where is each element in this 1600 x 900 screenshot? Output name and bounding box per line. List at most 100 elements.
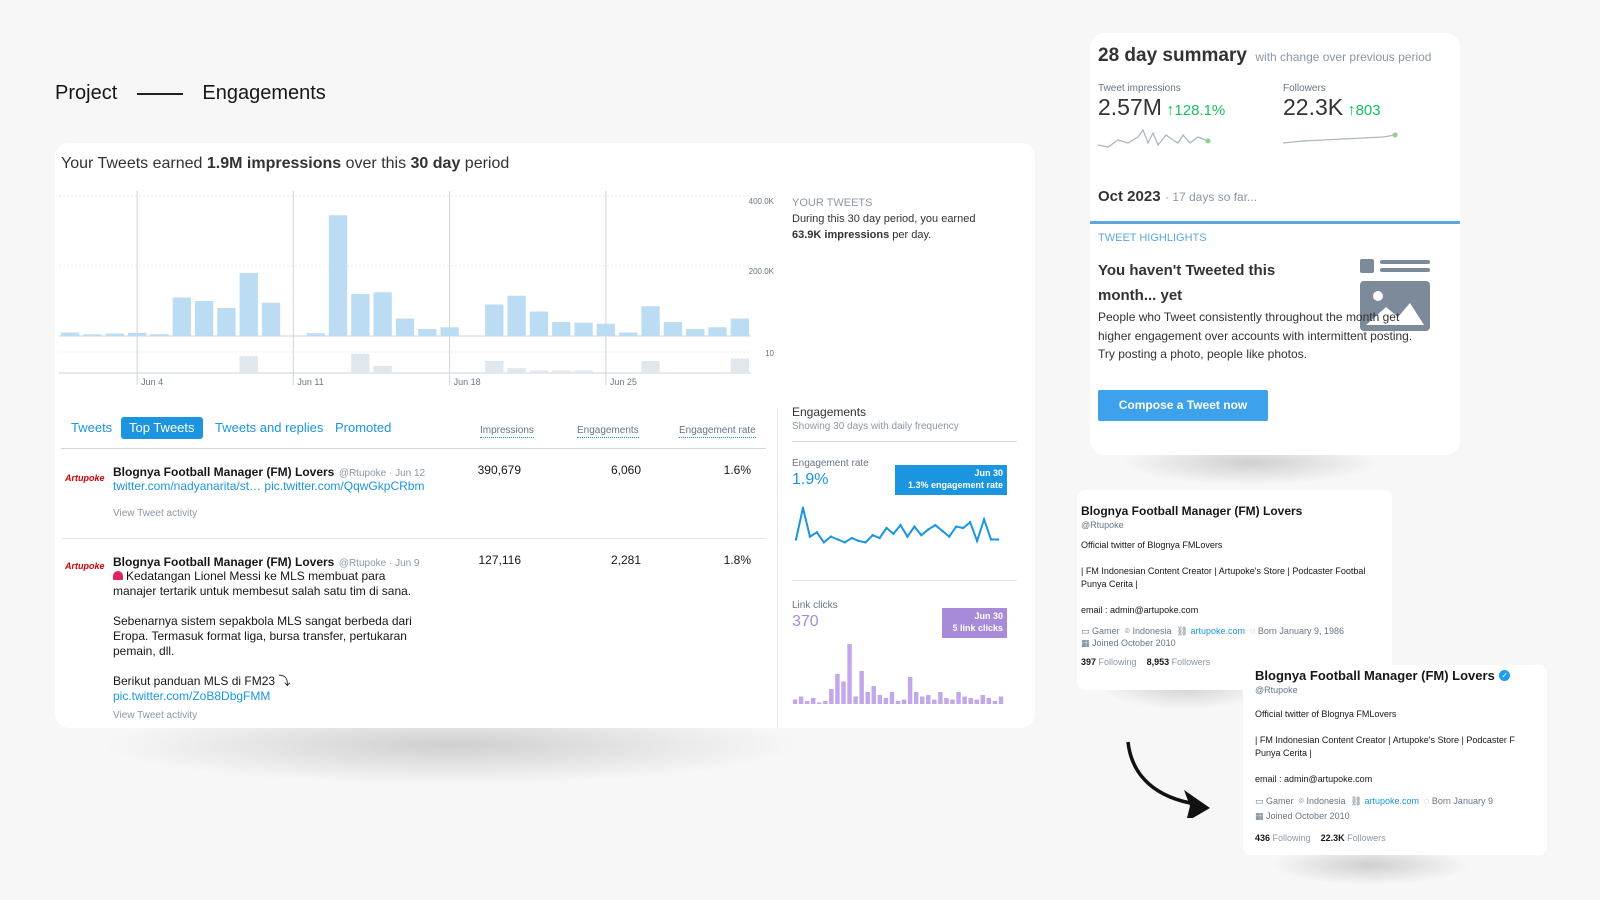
impressions-bar <box>61 332 80 336</box>
tab-tweets[interactable]: Tweets <box>71 420 113 435</box>
tab-tweets-and-replies[interactable]: Tweets and replies <box>215 420 324 435</box>
impressions-bar <box>730 318 749 336</box>
tweet-link[interactable]: twitter.com/nadyanarita/st… <box>113 479 262 493</box>
engagements-subtitle: Showing 30 days with daily frequency <box>792 421 959 432</box>
engagement-rate-point <box>975 539 979 543</box>
highlights-label: TWEET HIGHLIGHTS <box>1098 232 1207 244</box>
tweet-author-name[interactable]: Blognya Football Manager (FM) Lovers <box>113 555 335 569</box>
engagement-rate-point <box>843 541 846 544</box>
impressions-bar <box>708 327 727 336</box>
following-count[interactable]: 397 <box>1081 657 1097 667</box>
profile-name[interactable]: Blognya Football Manager (FM) Lovers <box>1255 668 1495 683</box>
tweet-impressions: 127,116 <box>478 553 522 567</box>
following-count[interactable]: 436 <box>1255 833 1271 843</box>
engagements-bar <box>529 370 549 373</box>
x-tick-label: Jun 25 <box>610 377 637 387</box>
breadcrumb-divider <box>136 92 183 95</box>
impressions-bar <box>574 322 593 336</box>
engagement-rate-point <box>989 538 993 541</box>
y-tick-label: 200.0K <box>749 267 774 276</box>
profile-card-new: Blognya Football Manager (FM) Lovers ✓ @… <box>1243 665 1547 855</box>
link-icon: ⛓ <box>1350 796 1362 806</box>
location-icon: ⌾ <box>1298 796 1304 806</box>
day28-summary-card: 28 day summary with change over previous… <box>1090 33 1460 455</box>
link-icon: ⛓ <box>1176 626 1188 636</box>
arrow-up-icon: ↑ <box>1347 102 1356 119</box>
profile-follow-counts: 397 Following 8,953 Followers <box>1081 657 1211 667</box>
view-activity-link[interactable]: View Tweet activity <box>113 710 198 721</box>
balloon-icon: ◌ <box>1250 626 1256 636</box>
briefcase-icon: ▭ <box>1081 626 1090 636</box>
followers-count[interactable]: 8,953 <box>1146 657 1170 667</box>
tweet-engagements: 2,281 <box>610 553 641 567</box>
impr-value: 2.57M <box>1098 94 1162 120</box>
link-clicks-bar <box>835 674 840 704</box>
impressions-bar <box>686 329 705 336</box>
tweet-tabs: Tweets Top Tweets Tweets and replies Pro… <box>63 417 423 441</box>
engagement-rate-line-chart <box>794 506 1000 544</box>
impressions-bar <box>351 294 370 336</box>
profile-website[interactable]: artupoke.com <box>1190 626 1246 636</box>
engagement-rate-value: 1.9% <box>792 471 829 488</box>
breadcrumb-project[interactable]: Project <box>55 82 118 104</box>
engagements-bar <box>239 356 258 373</box>
tweet-pic-link[interactable]: pic.twitter.com/QqwGkpCRbm <box>264 479 425 493</box>
engagement-rate-point <box>801 506 805 510</box>
followers-count[interactable]: 22.3K <box>1320 833 1345 843</box>
col-engagement-rate[interactable]: Engagement rate <box>679 425 756 438</box>
tweet-pic-link[interactable]: pic.twitter.com/ZoB8DbgFMM <box>113 689 271 703</box>
engagement-rate-point <box>871 533 874 537</box>
engagement-rate-point <box>948 535 951 538</box>
table-row: Artupoke Blognya Football Manager (FM) L… <box>61 453 766 538</box>
engagement-rate-point <box>982 518 986 521</box>
link-clicks-bar <box>804 701 810 704</box>
tweet-line: Kedatangan Lionel Messi ke MLS membuat p… <box>113 569 443 584</box>
impressions-bar <box>418 329 437 336</box>
engagement-rate-point <box>941 529 944 533</box>
impressions-bar <box>328 215 348 336</box>
link-clicks-value: 370 <box>792 613 819 630</box>
tab-promoted[interactable]: Promoted <box>335 420 392 435</box>
impr-stat: Tweet impressions 2.57M ↑128.1% <box>1098 83 1225 155</box>
impressions-bar <box>395 318 415 336</box>
compose-tweet-button[interactable]: Compose a Tweet now <box>1098 390 1268 421</box>
tweet-engagement-rate: 1.6% <box>723 463 751 477</box>
engagements-title: Engagements <box>792 405 867 419</box>
tweet-author-name[interactable]: Blognya Football Manager (FM) Lovers <box>113 465 335 479</box>
profile-website[interactable]: artupoke.com <box>1364 796 1420 806</box>
view-activity-link[interactable]: View Tweet activity <box>113 508 198 519</box>
location-icon: ⌾ <box>1124 626 1130 636</box>
link-clicks-bar <box>810 698 816 704</box>
engagements-bar <box>485 361 504 373</box>
impr-change: 128.1% <box>1174 102 1226 119</box>
link-clicks-bar <box>823 701 828 704</box>
engagement-rate-point <box>968 521 972 524</box>
x-tick-label: Jun 18 <box>454 377 481 387</box>
impressions-bar <box>485 304 504 336</box>
engagements-bar <box>574 370 593 373</box>
profile-bio-3: Punya Cerita | <box>1081 579 1138 589</box>
engagement-rate-point <box>808 535 812 538</box>
impressions-bar <box>663 322 683 336</box>
link-clicks-bar <box>853 696 858 704</box>
engagements-bar <box>351 353 370 373</box>
tab-top-tweets[interactable]: Top Tweets <box>121 417 203 439</box>
link-clicks-bar <box>920 696 925 704</box>
tweet-line: manajer tertarik untuk membesut salah sa… <box>113 584 412 598</box>
tweet-line: Sebenarnya sistem sepakbola MLS sangat b… <box>113 614 412 628</box>
col-engagements[interactable]: Engagements <box>577 425 639 438</box>
day28-subtitle: with change over previous period <box>1255 50 1432 64</box>
col-impressions[interactable]: Impressions <box>480 425 534 438</box>
link-clicks-bar <box>889 692 895 704</box>
profile-bio-2: | FM Indonesian Content Creator | Artupo… <box>1081 566 1366 576</box>
engagements-bar <box>730 358 749 373</box>
profile-bio-1: Official twitter of Blognya FMLovers <box>1255 709 1397 719</box>
table-divider <box>61 448 766 449</box>
profile-name[interactable]: Blognya Football Manager (FM) Lovers <box>1081 504 1303 518</box>
followers-change: 803 <box>1355 102 1381 119</box>
tweet-line: Eropa. Termasuk format liga, bursa trans… <box>113 629 407 643</box>
link-clicks-bar <box>871 686 876 704</box>
month-label: Oct 2023 <box>1098 188 1161 205</box>
link-clicks-bar <box>913 692 919 704</box>
impressions-bar <box>83 334 102 336</box>
